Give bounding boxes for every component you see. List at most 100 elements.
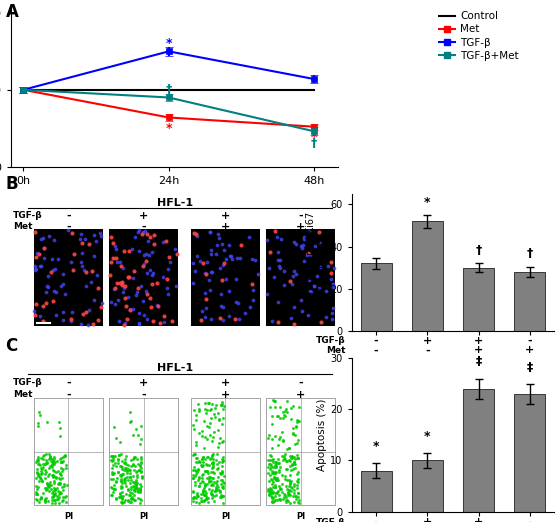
Point xyxy=(188,474,197,482)
Point xyxy=(269,469,278,477)
Point xyxy=(139,296,148,305)
Point xyxy=(156,319,165,327)
Point xyxy=(188,473,197,482)
Point xyxy=(204,422,213,431)
Point xyxy=(55,424,64,432)
Point xyxy=(292,269,301,278)
Point xyxy=(271,469,280,477)
Point xyxy=(160,317,169,326)
Point xyxy=(195,482,204,490)
Point xyxy=(41,288,50,296)
Point xyxy=(139,251,148,259)
Point xyxy=(127,462,136,470)
Point xyxy=(266,248,275,256)
Bar xyxy=(109,398,178,505)
Point xyxy=(189,279,198,287)
Point xyxy=(136,461,144,470)
Point xyxy=(124,461,133,469)
Point xyxy=(128,471,137,480)
Point xyxy=(124,491,133,499)
Point xyxy=(189,494,198,503)
Point xyxy=(125,305,134,314)
Point xyxy=(268,497,277,506)
Point xyxy=(36,474,45,482)
Point xyxy=(209,428,218,436)
Point xyxy=(127,417,136,425)
Point xyxy=(128,493,137,502)
Bar xyxy=(34,230,103,326)
Point xyxy=(203,453,212,461)
Point xyxy=(201,491,210,500)
Point xyxy=(215,414,224,423)
Point xyxy=(53,487,62,495)
Point xyxy=(77,262,86,270)
Point xyxy=(288,465,297,473)
Point xyxy=(329,264,338,272)
Point xyxy=(284,456,293,465)
Point xyxy=(153,302,162,311)
Point xyxy=(208,467,217,476)
Point xyxy=(119,459,128,467)
Point xyxy=(129,485,138,494)
Point xyxy=(108,483,117,492)
Point xyxy=(265,465,274,473)
Point xyxy=(97,299,106,307)
Point xyxy=(282,496,291,505)
Point xyxy=(285,444,294,452)
Point xyxy=(108,454,117,462)
Point xyxy=(213,483,222,491)
Point xyxy=(141,287,150,295)
Point xyxy=(269,494,278,502)
Point xyxy=(173,250,182,258)
Point xyxy=(41,456,50,464)
Point xyxy=(55,475,64,483)
Point xyxy=(120,498,129,506)
Point xyxy=(217,399,226,408)
Point xyxy=(275,481,284,490)
Point xyxy=(116,461,125,470)
Point xyxy=(120,319,129,327)
Point xyxy=(281,450,290,458)
Point xyxy=(136,485,144,494)
Point xyxy=(240,309,249,317)
Point xyxy=(109,488,118,496)
Point xyxy=(268,467,277,475)
Point xyxy=(164,265,172,273)
Point xyxy=(109,285,118,293)
Point xyxy=(132,477,141,485)
Point xyxy=(35,408,44,417)
Point xyxy=(282,493,291,502)
Point xyxy=(90,231,99,239)
Point xyxy=(132,482,141,491)
Point xyxy=(34,469,43,478)
Point xyxy=(276,433,284,441)
Point xyxy=(288,484,297,492)
Point xyxy=(190,478,199,486)
Point xyxy=(208,454,217,462)
Point xyxy=(279,452,288,460)
Point xyxy=(146,265,155,274)
Point xyxy=(108,457,117,465)
Point xyxy=(213,464,222,472)
Point xyxy=(197,474,206,482)
Point xyxy=(327,309,336,317)
Point xyxy=(264,460,273,468)
Point xyxy=(294,489,303,497)
Text: -: - xyxy=(374,345,379,355)
Point xyxy=(270,469,279,477)
Text: +: + xyxy=(296,390,305,400)
Point xyxy=(123,315,132,324)
Point xyxy=(200,482,209,491)
Point xyxy=(50,490,59,499)
Point xyxy=(189,488,198,496)
Point xyxy=(67,316,76,325)
Point xyxy=(267,480,276,489)
Point xyxy=(293,467,302,476)
Point xyxy=(114,452,123,460)
Point xyxy=(116,258,125,267)
Point xyxy=(119,475,128,483)
Point xyxy=(96,232,105,241)
Point xyxy=(190,406,199,414)
Point xyxy=(286,477,295,485)
Point xyxy=(277,471,286,480)
